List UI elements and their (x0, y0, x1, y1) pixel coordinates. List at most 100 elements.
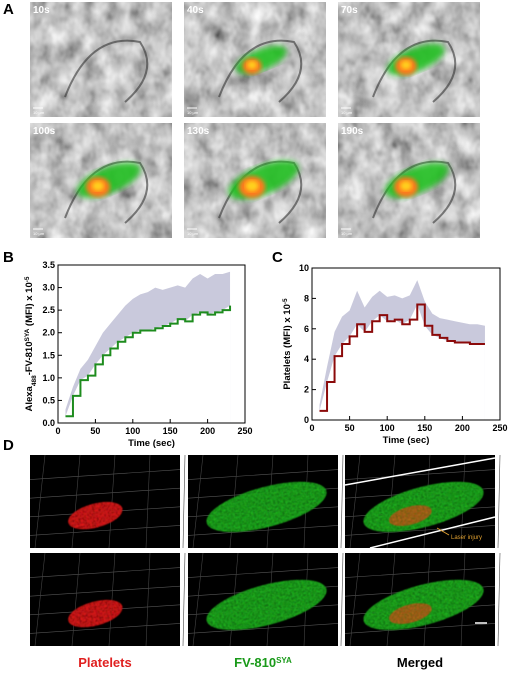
y-axis-label-part: Platelets (MFI) x 10 (282, 304, 293, 390)
annotation-arrow (436, 527, 450, 536)
render-grid (340, 552, 344, 647)
channel-label-part: SYA (276, 656, 292, 665)
y-tick-label: 2.5 (42, 305, 55, 315)
channel-label-part: FV-810 (234, 655, 276, 670)
render-3d (344, 552, 501, 647)
render-grid (344, 525, 496, 536)
render-grid (29, 525, 181, 536)
scale-bar-label: 10 µm (341, 110, 353, 115)
render-grid (187, 469, 339, 480)
y-tick-label: 3.0 (42, 283, 55, 293)
render-grid (29, 567, 181, 578)
y-tick-label: 4 (304, 354, 309, 364)
render-grid (108, 454, 116, 549)
x-tick-label: 0 (309, 423, 314, 433)
render-grid (34, 454, 46, 549)
scale-bar-label: 10 µm (187, 110, 199, 115)
y-axis-label: Platelets (MFI) x 10-5 (282, 298, 294, 390)
render-grid (71, 552, 81, 647)
band-mask (65, 305, 231, 423)
y-axis-label: Alexa488-FV-810SYA (MFI) x 10-5 (24, 276, 38, 411)
y-tick-label: 0.0 (42, 418, 55, 428)
render-grid (71, 454, 81, 549)
y-tick-label: 1.0 (42, 373, 55, 383)
mean-line (65, 305, 232, 418)
overlap-signal (247, 61, 257, 69)
vessel-outline (64, 39, 149, 103)
y-axis-label-part: 488 (31, 375, 38, 386)
panel-letter: A (3, 1, 14, 18)
y-axis-label-part: -5 (24, 276, 31, 282)
render-grid (497, 454, 501, 549)
y-axis-label-part: -5 (282, 298, 289, 304)
render-3d: Laser injury (344, 454, 501, 549)
micrograph: 130s 10 µm (184, 123, 326, 238)
scale-bar-label: 10 µm (341, 231, 353, 236)
y-tick-label: 8 (304, 293, 309, 303)
channel-label-part: Platelets (78, 655, 131, 670)
y-tick-label: 1.5 (42, 350, 55, 360)
plot-frame (57, 264, 246, 424)
render-background (30, 553, 180, 646)
annotation: Laser injury (451, 535, 482, 541)
y-axis-label-part: SYA (24, 328, 31, 341)
injury-plane (369, 516, 496, 549)
micrograph: 100s 10 µm (30, 123, 172, 238)
render-grid (182, 454, 186, 549)
y-tick-label: 2.0 (42, 328, 55, 338)
render-3d (187, 454, 344, 549)
channel-label: Platelets (78, 655, 131, 670)
panel-letter: B (3, 249, 14, 266)
render-grid (34, 552, 46, 647)
scale-bar-label: 10 µm (33, 110, 45, 115)
render-grid (349, 454, 361, 549)
band-mask (319, 304, 485, 420)
plot-frame (311, 267, 501, 421)
x-tick-label: 0 (55, 426, 60, 436)
fv-render (206, 481, 327, 532)
render-grid (344, 567, 496, 578)
x-tick-label: 100 (125, 426, 140, 436)
y-tick-label: 0 (304, 415, 309, 425)
channel-label: FV-810SYA (234, 655, 292, 670)
overlap-signal (92, 181, 104, 191)
y-axis-label-part: -FV-810 (24, 342, 35, 376)
micrograph-background (30, 2, 172, 117)
render-grid (349, 552, 361, 647)
render-grid (344, 469, 496, 480)
render-grid (497, 552, 501, 647)
mean-line (319, 303, 485, 412)
y-tick-label: 0.5 (42, 395, 55, 405)
channel-label-part: Merged (397, 655, 443, 670)
render-3d (187, 552, 344, 647)
x-tick-label: 150 (163, 426, 178, 436)
timepoint-label: 190s (341, 126, 364, 137)
render-grid (29, 623, 181, 634)
render-background (30, 455, 180, 548)
x-tick-label: 250 (237, 426, 252, 436)
timepoint-label: 40s (187, 5, 204, 16)
fv-render (206, 579, 327, 630)
timepoint-label: 130s (187, 126, 210, 137)
render-3d (29, 552, 186, 647)
x-tick-label: 50 (345, 423, 355, 433)
render-grid (29, 487, 181, 499)
x-axis-label: Time (sec) (383, 435, 430, 446)
scale-bar-label: 10 µm (187, 231, 199, 236)
x-tick-label: 100 (380, 423, 395, 433)
micrograph: 190s 10 µm (338, 123, 480, 238)
timepoint-label: 10s (33, 5, 50, 16)
micrograph: 10s 10 µm (30, 2, 172, 117)
vessel-outline (218, 39, 303, 103)
render-grid (145, 552, 151, 647)
timepoint-label: 70s (341, 5, 358, 16)
overlap-signal (245, 180, 259, 192)
platelet-render (388, 603, 432, 624)
render-grid (108, 552, 116, 647)
render-grid (29, 585, 181, 597)
overlap-signal (400, 181, 412, 191)
scale-bar-label: 10 µm (33, 231, 45, 236)
y-tick-label: 2 (304, 385, 309, 395)
y-tick-label: 6 (304, 324, 309, 334)
